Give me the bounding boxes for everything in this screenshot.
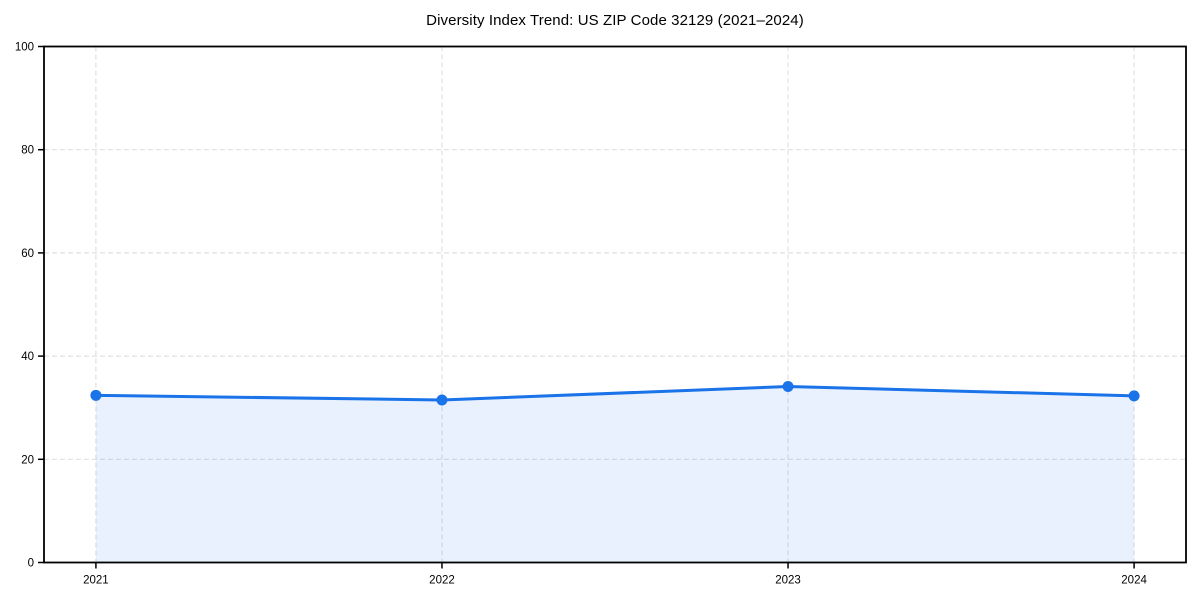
data-point-2023: [782, 381, 794, 393]
x-tick-label-2022: 2022: [429, 575, 455, 587]
x-tick-label-2021: 2021: [83, 575, 109, 587]
chart-title: Diversity Index Trend: US ZIP Code 32129…: [426, 12, 804, 29]
trend-line-diversity-index: [94, 385, 1136, 402]
x-tick-label-2023: 2023: [775, 575, 801, 587]
plot-border: [43, 45, 1187, 564]
x-tick-label-2024: 2024: [1121, 575, 1147, 587]
y-tick-label-100: 100: [15, 42, 34, 54]
area-fill: [95, 386, 1135, 563]
y-tick-label-0: 0: [28, 558, 34, 570]
y-tick-label-60: 60: [21, 248, 34, 260]
y-tick-label-80: 80: [21, 145, 34, 157]
data-point-2021: [90, 389, 102, 401]
data-point-2024: [1128, 390, 1140, 402]
y-tick-label-40: 40: [21, 351, 34, 363]
data-point-2022: [436, 394, 448, 406]
y-tick-label-20: 20: [21, 454, 34, 466]
